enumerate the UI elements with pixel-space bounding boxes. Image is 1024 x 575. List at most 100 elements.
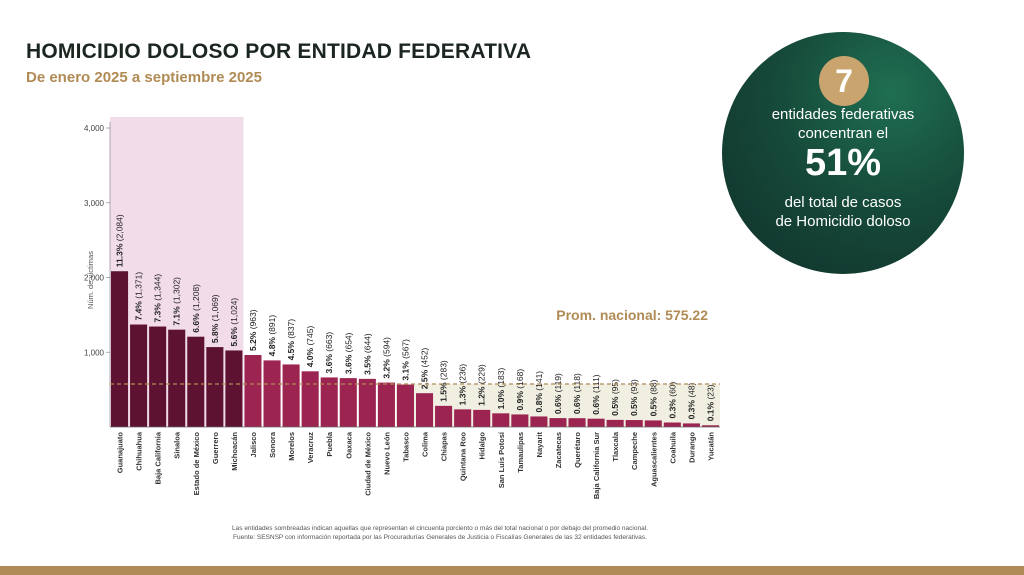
bar [473,409,491,427]
category-label: Durango [687,432,696,463]
data-label: 0.5% (93) [629,379,639,416]
bar [130,324,148,427]
bottom-accent-bar [0,566,1024,575]
category-label: Chihuahua [135,431,144,471]
data-label: 7.3% (1,344) [153,274,163,323]
bar [244,355,262,427]
callout-text-1: entidades federativas [771,106,915,123]
callout-text-4: de Homicidio doloso [775,213,911,230]
category-label: Nuevo León [382,432,391,475]
category-label: Baja California Sur [592,432,601,499]
category-label: Colima [421,431,430,457]
category-label: Aguascalientes [649,432,658,487]
data-label: 7.4% (1,371) [134,272,144,321]
category-label: Sinaloa [173,431,182,459]
data-label: 5.2% (963) [248,309,258,351]
data-label: 5.8% (1,069) [210,294,220,343]
footnote-source: Fuente: SESNSP con información reportada… [233,534,647,541]
category-label: Ciudad de México [363,432,372,496]
bar-chart: 1,000 2,000 3,000 4,000 Núm. de víctimas 11.3… [84,117,720,499]
data-label: 1.5% (283) [439,360,449,402]
page-subtitle: De enero 2025 a septiembre 2025 [26,69,262,86]
bar [263,360,281,427]
bar [568,418,586,427]
data-label: 3.5% (644) [362,333,372,375]
category-label: Guerrero [211,432,220,465]
data-label: 3.2% (594) [381,337,391,379]
data-label: 0.6% (119) [553,373,563,414]
y-tick-label: 4,000 [84,124,105,133]
category-label: Oaxaca [344,431,353,459]
category-label: Morelos [287,432,296,461]
bar [663,422,681,427]
data-label: 2.5% (452) [420,347,430,389]
category-label: Chiapas [440,432,449,461]
bar [320,377,338,427]
category-label: Yucatán [706,432,715,461]
data-label: 4.0% (745) [305,326,315,368]
data-label: 7.1% (1,302) [172,277,182,326]
category-label: Baja California [154,431,163,484]
bar [396,384,414,427]
data-label: 0.5% (88) [648,379,658,416]
data-label: 6.6% (1,208) [191,284,201,333]
bar [606,419,624,427]
category-label: Estado de México [192,432,201,496]
category-label: Guanajuato [116,432,125,474]
data-label: 1.0% (183) [496,368,506,410]
average-label: Prom. nacional: 575.22 [556,307,708,323]
category-label: Nayarit [535,432,544,458]
category-label: Michoacán [230,432,239,471]
data-label: 4.8% (891) [267,315,277,357]
data-label: 4.5% (837) [286,319,296,361]
data-label: 0.5% (95) [610,379,620,416]
y-axis-label: Núm. de víctimas [86,251,95,309]
footnote-shading: Las entidades sombreadas indican aquella… [232,525,648,532]
category-label: San Luis Potosí [497,431,506,488]
bar [168,329,186,427]
bar [701,425,719,427]
bar [339,378,357,427]
category-label: Tabasco [401,432,410,462]
data-label: 3.1% (567) [400,339,410,381]
callout-number-badge: 7 [819,56,869,106]
data-label: 11.3% (2,084) [115,214,125,267]
data-label: 0.6% (111) [591,374,601,415]
bar [454,409,472,427]
data-label: 5.6% (1,024) [229,298,239,347]
bar [206,347,224,427]
category-label: Veracruz [306,432,315,464]
bar [282,364,300,427]
summary-callout: 7 entidades federativas concentran el 51… [722,32,964,274]
data-label: 3.6% (654) [343,332,353,374]
callout-text-2: concentran el [797,125,889,142]
data-label: 0.6% (118) [572,373,582,414]
callout-percent: 51% [804,142,882,184]
page-title: HOMICIDIO DOLOSO POR ENTIDAD FEDERATIVA [26,40,532,63]
bar [492,413,510,427]
category-label: Hidalgo [478,432,487,460]
category-label: Querétaro [573,432,582,468]
data-label: 1.3% (236) [458,364,468,406]
bar [149,326,167,427]
y-tick-label: 1,000 [84,348,105,357]
bar [187,336,205,427]
bar [644,420,662,427]
category-label: Tamaulipas [516,432,525,473]
bar [225,350,243,427]
bar [625,420,643,427]
data-label: 0.3% (48) [686,382,696,419]
category-label: Coahuila [668,431,677,463]
data-label: 0.1% (23) [705,384,715,421]
category-label: Sonora [268,431,277,458]
data-label: 0.3% (60) [667,381,677,418]
category-label: Zacatecas [554,432,563,468]
bar [587,418,605,427]
bar [301,371,319,427]
bar [358,378,376,427]
data-label: 0.9% (168) [515,369,525,411]
data-label: 1.2% (229) [477,364,487,406]
bar [435,405,453,427]
bar [416,393,434,427]
category-label: Campeche [630,432,639,470]
